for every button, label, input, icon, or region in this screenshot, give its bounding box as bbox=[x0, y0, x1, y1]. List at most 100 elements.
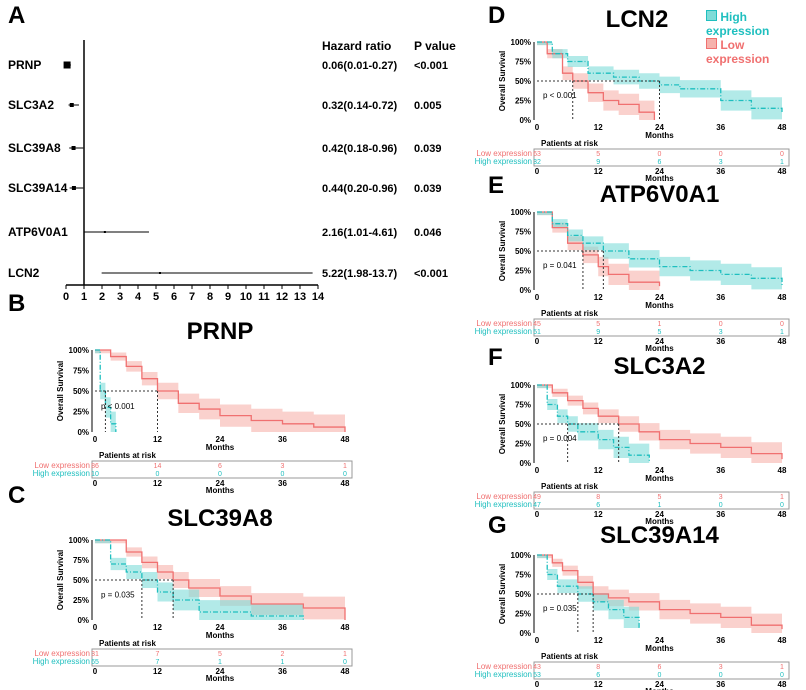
risk-table-box bbox=[91, 648, 353, 667]
x-tick-label: 0 bbox=[535, 466, 540, 475]
x-axis-label: Months bbox=[645, 644, 674, 653]
y-tick-label: 0% bbox=[77, 616, 89, 625]
x-tick-label: 36 bbox=[716, 293, 725, 302]
risk-count-high: 0 bbox=[719, 672, 723, 679]
x-tick-label: 24 bbox=[216, 435, 225, 444]
risk-table-title: Patients at risk bbox=[541, 482, 598, 491]
x-tick-label: 48 bbox=[341, 623, 350, 632]
risk-count-high: 1 bbox=[780, 159, 784, 166]
high-survival-curve bbox=[95, 539, 304, 620]
x-tick-label: 7 bbox=[189, 291, 195, 300]
risk-count-low: 6 bbox=[658, 664, 662, 671]
risk-count-high: 6 bbox=[596, 672, 600, 679]
y-axis-label: Overall Survival bbox=[56, 550, 65, 610]
high-ci-band bbox=[95, 540, 304, 620]
x-tick-label: 13 bbox=[294, 291, 306, 300]
risk-count-low: 5 bbox=[596, 321, 600, 328]
high-survival-curve bbox=[537, 384, 650, 462]
risk-table-title: Patients at risk bbox=[541, 652, 598, 661]
risk-table-title: Patients at risk bbox=[541, 309, 598, 318]
km-title-atp6v0a1: ATP6V0A1 bbox=[599, 181, 720, 208]
risk-table-box bbox=[533, 661, 790, 680]
x-tick-label: 8 bbox=[207, 291, 213, 300]
risk-x-tick-label: 24 bbox=[655, 680, 664, 689]
x-tick-label: 12 bbox=[594, 293, 603, 302]
x-tick-label: 12 bbox=[153, 435, 162, 444]
risk-count-low: 8 bbox=[596, 664, 600, 671]
x-tick-label: 4 bbox=[135, 291, 142, 300]
x-axis-label: Months bbox=[645, 301, 674, 310]
risk-x-tick-label: 12 bbox=[594, 510, 603, 519]
y-tick-label: 50% bbox=[73, 387, 89, 396]
risk-row-label-high: High expression bbox=[475, 670, 532, 679]
x-tick-label: 1 bbox=[81, 291, 87, 300]
x-tick-label: 14 bbox=[312, 291, 325, 300]
y-tick-label: 25% bbox=[515, 610, 531, 619]
gene-label: SLC39A8 bbox=[8, 141, 61, 155]
risk-count-low: 3 bbox=[719, 494, 723, 501]
y-tick-label: 25% bbox=[73, 596, 89, 605]
x-tick-label: 12 bbox=[594, 123, 603, 132]
y-tick-label: 100% bbox=[511, 208, 531, 217]
risk-x-tick-label: 36 bbox=[716, 337, 725, 346]
x-tick-label: 24 bbox=[216, 623, 225, 632]
hr-marker bbox=[103, 231, 106, 233]
km-title-slc39a8: SLC39A8 bbox=[167, 505, 273, 532]
y-tick-label: 75% bbox=[73, 556, 89, 565]
hr-marker bbox=[71, 186, 76, 190]
panel-label-a: A bbox=[8, 2, 26, 29]
risk-x-axis-label: Months bbox=[645, 687, 674, 690]
risk-count-low: 1 bbox=[343, 651, 347, 658]
risk-count-high: 47 bbox=[533, 502, 541, 509]
p-value-label: p = 0.041 bbox=[543, 261, 577, 270]
p-value-label: p < 0.001 bbox=[101, 402, 135, 411]
risk-count-high: 5 bbox=[658, 329, 662, 336]
panel-label-e: E bbox=[488, 172, 505, 199]
x-tick-label: 5 bbox=[153, 291, 159, 300]
risk-table-box bbox=[533, 491, 790, 510]
y-tick-label: 75% bbox=[515, 401, 531, 410]
x-tick-label: 0 bbox=[535, 293, 540, 302]
km-title-slc3a2: SLC3A2 bbox=[613, 353, 706, 380]
x-tick-label: 9 bbox=[225, 291, 231, 300]
risk-count-low: 0 bbox=[719, 151, 723, 158]
low-ci-band bbox=[537, 42, 655, 120]
risk-table-title: Patients at risk bbox=[99, 639, 156, 648]
y-tick-label: 75% bbox=[515, 228, 531, 237]
column-header-p: P value bbox=[414, 39, 456, 53]
high-survival-curve bbox=[537, 554, 640, 630]
p-value-label: p = 0.035 bbox=[101, 591, 135, 600]
risk-x-tick-label: 12 bbox=[153, 667, 162, 676]
low-survival-curve bbox=[537, 554, 783, 630]
legend-low: Low expression bbox=[706, 38, 806, 66]
x-tick-label: 2 bbox=[99, 291, 105, 300]
risk-x-tick-label: 36 bbox=[716, 680, 725, 689]
x-tick-label: 36 bbox=[278, 435, 287, 444]
legend-low-label: Low expression bbox=[706, 38, 770, 66]
hr-marker bbox=[158, 272, 161, 274]
y-tick-label: 50% bbox=[515, 590, 531, 599]
legend-high-label: High expression bbox=[706, 10, 770, 38]
risk-count-low: 0 bbox=[780, 151, 784, 158]
y-tick-label: 75% bbox=[73, 367, 89, 376]
risk-x-tick-label: 0 bbox=[93, 479, 98, 488]
risk-count-high: 7 bbox=[156, 659, 160, 666]
risk-count-high: 10 bbox=[91, 471, 99, 478]
legend: High expression Low expression bbox=[706, 10, 806, 66]
risk-count-high: 53 bbox=[533, 672, 541, 679]
y-tick-label: 25% bbox=[515, 97, 531, 106]
risk-x-tick-label: 24 bbox=[655, 167, 664, 176]
risk-count-low: 49 bbox=[533, 494, 541, 501]
risk-x-tick-label: 36 bbox=[278, 479, 287, 488]
risk-x-tick-label: 36 bbox=[278, 667, 287, 676]
risk-row-label-high: High expression bbox=[475, 327, 532, 336]
hr-marker bbox=[71, 146, 76, 150]
x-tick-label: 0 bbox=[93, 623, 98, 632]
p-value: 0.039 bbox=[414, 143, 442, 155]
x-tick-label: 36 bbox=[716, 466, 725, 475]
risk-count-high: 0 bbox=[156, 471, 160, 478]
risk-table-box bbox=[91, 460, 353, 479]
risk-count-low: 86 bbox=[91, 463, 99, 470]
x-tick-label: 0 bbox=[93, 435, 98, 444]
